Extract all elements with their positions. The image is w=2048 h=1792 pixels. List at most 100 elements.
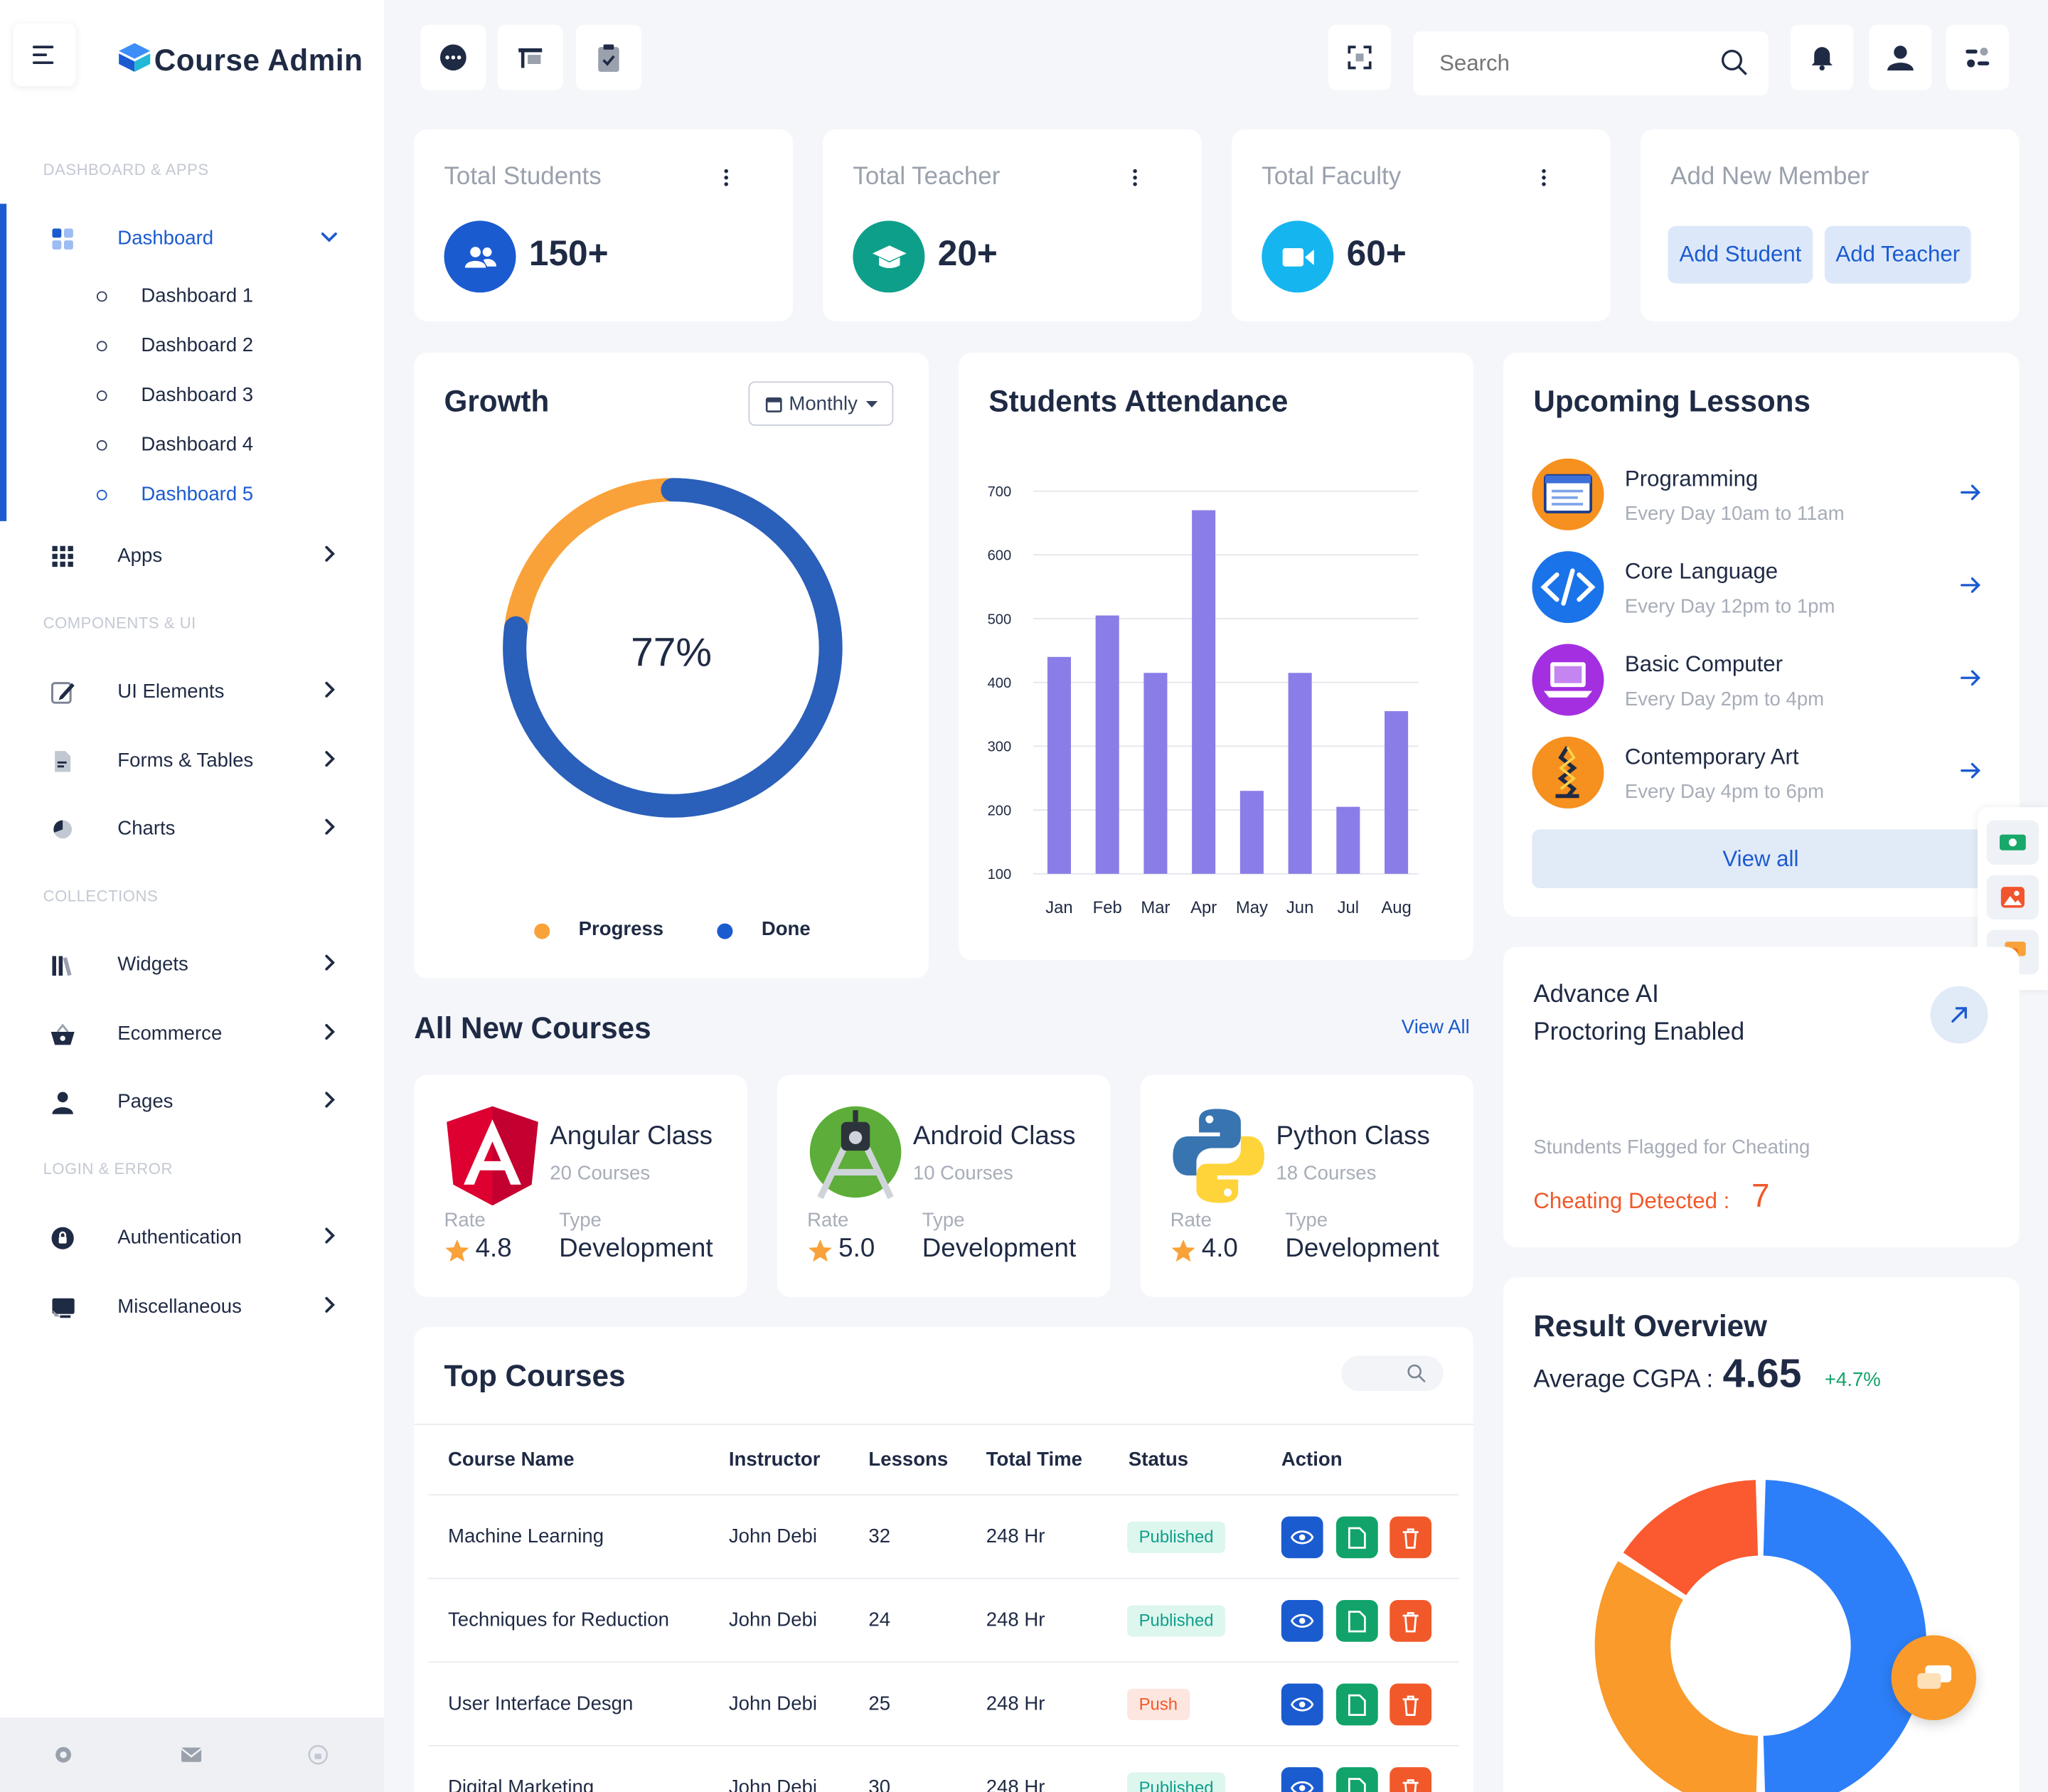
sidebar-item-ui-elements[interactable]: UI Elements (0, 666, 384, 718)
sidebar-subitem-dashboard-3[interactable]: Dashboard 3 (0, 376, 384, 415)
arrow-right-icon[interactable] (1958, 479, 1984, 506)
cell-lessons: 32 (868, 1525, 891, 1548)
sidebar-subitem-dashboard-4[interactable]: Dashboard 4 (0, 426, 384, 465)
lesson-time: Every Day 2pm to 4pm (1624, 688, 1825, 711)
gear-icon[interactable] (52, 1744, 74, 1766)
table-search-box[interactable] (1341, 1355, 1444, 1392)
view-button[interactable] (1281, 1683, 1323, 1726)
view-button[interactable] (1281, 1767, 1323, 1792)
more-vertical-icon[interactable] (1541, 169, 1546, 187)
bar-aug[interactable] (1385, 711, 1409, 874)
bar-jan[interactable] (1047, 656, 1072, 874)
star-icon (445, 1239, 469, 1262)
sidebar-footer (0, 1717, 384, 1792)
course-card-angular[interactable]: Angular Class 20 Courses Rate Type 4.8 D… (414, 1074, 747, 1297)
file-button[interactable] (1335, 1599, 1378, 1642)
lesson-item-basic-computer[interactable]: Basic Computer Every Day 2pm to 4pm (1532, 644, 2002, 725)
arrow-right-icon[interactable] (1958, 572, 1984, 598)
rate-label: Rate (807, 1209, 849, 1232)
notification-button[interactable] (1791, 24, 1854, 90)
search-box[interactable] (1413, 31, 1769, 96)
bar-apr[interactable] (1192, 510, 1216, 874)
view-button[interactable] (1281, 1599, 1323, 1642)
sidebar-item-miscellaneous[interactable]: Miscellaneous (0, 1281, 384, 1333)
sidebar-subitem-dashboard-1[interactable]: Dashboard 1 (0, 277, 384, 316)
sidebar-item-pages[interactable]: Pages (0, 1076, 384, 1128)
arrow-right-icon[interactable] (1958, 757, 1984, 784)
support-chat-button[interactable] (1891, 1635, 1976, 1720)
delete-button[interactable] (1390, 1683, 1432, 1726)
y-tick-label: 400 (988, 676, 1012, 691)
column-header-action: Action (1281, 1448, 1343, 1471)
sidebar-item-authentication[interactable]: Authentication (0, 1212, 384, 1264)
bar-jun[interactable] (1288, 673, 1312, 874)
column-header-instructor: Instructor (728, 1448, 821, 1471)
add-member-title: Add New Member (1670, 163, 1870, 191)
add-student-button[interactable]: Add Student (1668, 225, 1813, 284)
view-button[interactable] (1281, 1516, 1323, 1559)
x-tick-label: Jul (1338, 898, 1359, 917)
sidebar-subitem-dashboard-2[interactable]: Dashboard 2 (0, 326, 384, 366)
menu-toggle-button[interactable] (13, 23, 76, 87)
art-avatar-icon (1532, 736, 1604, 809)
monthly-filter-dropdown[interactable]: Monthly (748, 381, 894, 426)
sidebar-item-apps[interactable]: Apps (0, 530, 384, 582)
lesson-item-contemporary-art[interactable]: Contemporary Art Every Day 4pm to 6pm (1532, 736, 2002, 818)
bullet-icon (96, 341, 107, 352)
lesson-title: Programming (1624, 466, 1759, 491)
course-card-android[interactable]: Android Class 10 Courses Rate Type 5.0 D… (777, 1074, 1111, 1297)
lesson-item-core-language[interactable]: Core Language Every Day 12pm to 1pm (1532, 551, 2002, 632)
bullet-icon (96, 489, 107, 501)
sidebar-subitem-dashboard-5[interactable]: Dashboard 5 (0, 476, 384, 515)
fullscreen-button[interactable] (1328, 24, 1392, 90)
delete-button[interactable] (1390, 1599, 1432, 1642)
bar-mar[interactable] (1143, 673, 1168, 874)
sidebar-item-dashboard[interactable]: Dashboard (0, 213, 384, 265)
chevron-right-icon (325, 1092, 335, 1108)
course-card-python[interactable]: Python Class 18 Courses Rate Type 4.0 De… (1140, 1074, 1473, 1297)
sidebar-item-charts[interactable]: Charts (0, 804, 384, 855)
file-button[interactable] (1335, 1767, 1378, 1792)
money-button[interactable] (1986, 820, 2039, 865)
attendance-title: Students Attendance (988, 383, 1289, 418)
bar-feb[interactable] (1095, 615, 1119, 874)
bar-jul[interactable] (1336, 806, 1360, 874)
arrow-right-icon[interactable] (1958, 665, 1984, 691)
growth-card: Growth Monthly 77% Progress Done (414, 352, 929, 978)
search-input[interactable] (1439, 47, 1701, 81)
lock-icon[interactable] (307, 1744, 329, 1766)
more-vertical-icon[interactable] (1132, 169, 1137, 187)
view-all-lessons-button[interactable]: View all (1532, 829, 1990, 888)
cell-instructor: John Debi (728, 1525, 817, 1548)
chevron-right-icon (325, 818, 335, 835)
growth-donut-chart (503, 478, 843, 818)
clipboard-button[interactable] (575, 24, 641, 90)
flag-button[interactable] (497, 24, 563, 90)
lesson-item-programming[interactable]: Programming Every Day 10am to 11am (1532, 458, 2002, 540)
flag-icon (518, 48, 543, 68)
cheating-detected-label: Cheating Detected : (1533, 1188, 1730, 1214)
delete-button[interactable] (1390, 1516, 1432, 1559)
view-all-courses-link[interactable]: View All (1401, 1015, 1470, 1039)
stat-icon-circle (444, 220, 516, 293)
profile-button[interactable] (1869, 24, 1932, 90)
image-button[interactable] (1986, 875, 2039, 920)
sidebar-item-ecommerce[interactable]: Ecommerce (0, 1008, 384, 1060)
proctoring-subtitle: Stundents Flagged for Cheating (1533, 1136, 1810, 1159)
delete-button[interactable] (1390, 1767, 1432, 1792)
bar-may[interactable] (1239, 791, 1264, 874)
file-button[interactable] (1335, 1683, 1378, 1726)
more-vertical-icon[interactable] (724, 169, 729, 187)
settings-button[interactable] (1946, 24, 2009, 90)
mail-icon[interactable] (180, 1746, 202, 1764)
sidebar-item-forms-tables[interactable]: Forms & Tables (0, 735, 384, 787)
search-icon[interactable] (1720, 48, 1749, 77)
settings-icon (1966, 48, 1990, 68)
proctoring-open-button[interactable] (1930, 986, 1988, 1044)
file-button[interactable] (1335, 1516, 1378, 1559)
add-teacher-button[interactable]: Add Teacher (1824, 225, 1971, 284)
pencil-icon (50, 682, 75, 704)
chat-button[interactable] (420, 24, 486, 90)
sidebar-item-widgets[interactable]: Widgets (0, 939, 384, 991)
stat-value: 150+ (528, 233, 609, 273)
